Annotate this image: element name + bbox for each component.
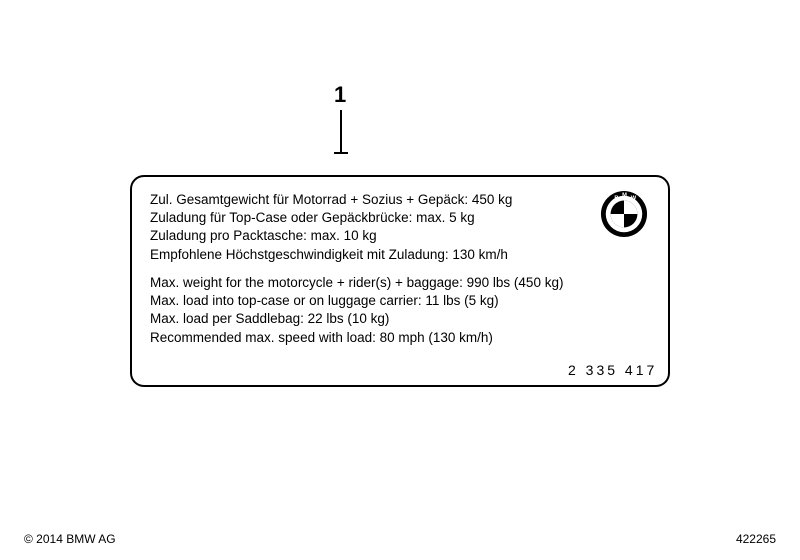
label-line-de-1: Zul. Gesamtgewicht für Motorrad + Sozius… <box>150 191 650 209</box>
label-line-en-2: Max. load into top-case or on luggage ca… <box>150 292 650 310</box>
label-line-de-3: Zuladung pro Packtasche: max. 10 kg <box>150 227 650 245</box>
callout-leader-h <box>334 152 348 154</box>
label-line-de-2: Zuladung für Top-Case oder Gepäckbrücke:… <box>150 209 650 227</box>
svg-text:W: W <box>631 196 637 202</box>
part-number: 2 335 417 <box>568 362 657 378</box>
diagram-id: 422265 <box>736 532 776 546</box>
copyright-text: © 2014 BMW AG <box>24 532 116 546</box>
label-separator <box>150 264 650 274</box>
label-line-en-3: Max. load per Saddlebag: 22 lbs (10 kg) <box>150 310 650 328</box>
specification-label-plate: Zul. Gesamtgewicht für Motorrad + Sozius… <box>130 175 670 387</box>
label-line-en-4: Recommended max. speed with load: 80 mph… <box>150 329 650 347</box>
callout-number: 1 <box>334 82 346 108</box>
callout-leader-v <box>340 110 342 152</box>
svg-text:M: M <box>622 193 627 199</box>
bmw-logo-icon: B M W <box>600 190 648 238</box>
label-line-de-4: Empfohlene Höchstgeschwindigkeit mit Zul… <box>150 246 650 264</box>
svg-text:B: B <box>614 196 618 202</box>
diagram-canvas: PARTS REPUBLIK 1 Zul. Gesamtgewicht für … <box>0 0 800 560</box>
label-line-en-1: Max. weight for the motorcycle + rider(s… <box>150 274 650 292</box>
